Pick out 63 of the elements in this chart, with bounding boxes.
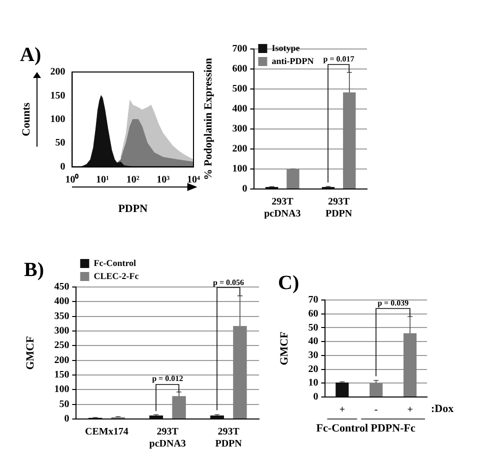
- y-axis-title: Counts: [20, 102, 32, 136]
- y-tick-label: 50: [55, 138, 66, 149]
- y-tick-label: 200: [50, 66, 66, 78]
- y-tick-label: 100: [50, 114, 66, 125]
- x-tick-label: 10²: [126, 174, 140, 186]
- y-tick-label: 20: [308, 364, 318, 375]
- y-tick-label: 350: [54, 310, 70, 322]
- text: Fc-Control: [316, 422, 368, 434]
- y-tick-label: 200: [54, 354, 70, 366]
- x-axis-title: PDPN: [118, 203, 148, 216]
- text: p = 0.056: [213, 278, 244, 287]
- y-tick-label: 300: [232, 124, 248, 135]
- x-tick-label: +: [407, 404, 414, 416]
- y-tick-label: 400: [54, 296, 70, 308]
- x-tick-label: 293T PDPN: [325, 196, 353, 220]
- legend-label: Fc-Control: [94, 258, 137, 268]
- y-tick-label: 700: [232, 44, 248, 55]
- x-tick-label: 10⁰: [65, 173, 80, 186]
- y-tick-label: 100: [54, 384, 70, 396]
- annotation: p = 0.039: [378, 298, 409, 308]
- chart-title: C): [278, 272, 300, 294]
- y-tick-label: 0: [313, 392, 318, 403]
- y-tick-label: 10: [308, 378, 318, 389]
- x-tick-label: 293T pcDNA3: [149, 426, 186, 450]
- legend-label: anti-PDPN: [272, 56, 314, 66]
- y-tick-label: 400: [232, 104, 248, 115]
- y-tick-label: 0: [60, 161, 66, 172]
- y-axis-title: GMCF: [24, 336, 36, 370]
- y-tick-label: 50: [59, 398, 70, 410]
- chart-title: A): [20, 44, 42, 66]
- y-tick-label: 450: [54, 282, 70, 293]
- y-tick-label: 30: [308, 350, 318, 362]
- y-tick-label: 0: [242, 184, 248, 195]
- y-tick-label: 0: [64, 414, 70, 425]
- x-tick-label: CEMx174: [84, 426, 128, 438]
- y-tick-label: 200: [232, 144, 248, 155]
- x-tick-label: 10³: [156, 174, 170, 186]
- annotation: p = 0.012: [152, 374, 184, 384]
- y-tick-label: 150: [54, 370, 70, 381]
- x-tick-label: +: [339, 404, 346, 416]
- y-tick-label: 250: [54, 340, 70, 352]
- text: :Dox: [431, 402, 454, 415]
- x-tick-label: 10¹: [96, 174, 110, 186]
- annotation: p = 0.017: [323, 54, 354, 64]
- y-axis-title: % Podoplanin Expression: [202, 58, 214, 180]
- x-tick-label: 293T PDPN: [215, 426, 243, 450]
- y-tick-label: 500: [232, 84, 248, 95]
- legend-label: Isotype: [272, 42, 300, 53]
- legend-label: CLEC-2-Fc: [94, 270, 139, 281]
- y-tick-label: 100: [232, 164, 248, 175]
- chart-title: B): [24, 259, 44, 282]
- y-tick-label: 60: [308, 308, 318, 320]
- x-tick-label: 10⁴: [187, 174, 200, 186]
- text: PDPN-Fc: [370, 422, 416, 434]
- y-axis-title: GMCF: [278, 331, 290, 366]
- y-tick-label: 50: [308, 322, 318, 334]
- x-tick-label: -: [374, 404, 378, 416]
- y-tick-label: 40: [308, 336, 318, 348]
- y-tick-label: 300: [54, 326, 70, 337]
- y-tick-label: 70: [308, 294, 318, 306]
- y-tick-label: 600: [232, 64, 248, 75]
- x-tick-label: 293T pcDNA3: [264, 196, 301, 220]
- y-tick-label: 150: [50, 90, 66, 102]
